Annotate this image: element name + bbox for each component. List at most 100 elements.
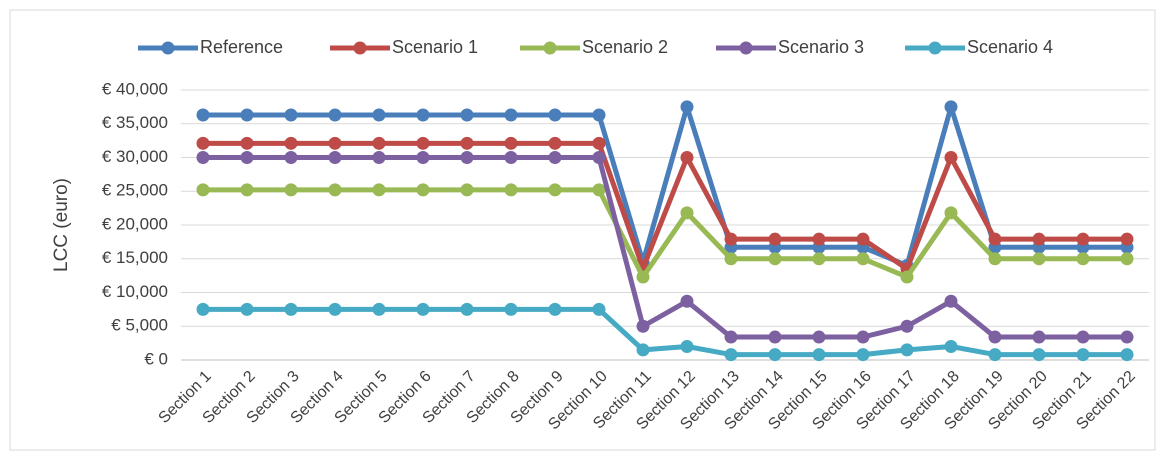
point bbox=[680, 294, 694, 308]
point bbox=[460, 151, 474, 164]
y-tick-label: € 5,000 bbox=[111, 316, 168, 335]
point bbox=[812, 252, 826, 266]
point bbox=[1120, 330, 1134, 344]
legend-marker bbox=[739, 41, 753, 55]
y-tick-label: € 20,000 bbox=[102, 214, 168, 233]
point bbox=[372, 183, 386, 197]
point bbox=[768, 252, 782, 266]
point bbox=[1032, 232, 1046, 246]
point bbox=[284, 151, 298, 164]
point bbox=[196, 302, 210, 316]
point bbox=[196, 108, 210, 122]
point bbox=[724, 330, 738, 344]
point bbox=[1076, 232, 1090, 246]
point bbox=[944, 294, 958, 308]
point bbox=[372, 151, 386, 164]
point bbox=[328, 183, 342, 197]
point bbox=[1076, 252, 1090, 266]
point bbox=[812, 232, 826, 246]
point bbox=[548, 108, 562, 122]
point bbox=[592, 151, 606, 164]
y-tick-label: € 15,000 bbox=[102, 248, 168, 267]
point bbox=[416, 183, 430, 197]
point bbox=[240, 136, 254, 150]
point bbox=[416, 302, 430, 316]
point bbox=[284, 183, 298, 197]
point bbox=[548, 183, 562, 197]
point bbox=[284, 108, 298, 122]
series-line bbox=[203, 140, 1127, 272]
point bbox=[768, 232, 782, 246]
series-line bbox=[203, 306, 1127, 358]
point bbox=[856, 330, 870, 344]
series-line bbox=[203, 104, 1127, 268]
point bbox=[856, 252, 870, 266]
point bbox=[460, 136, 474, 150]
series-line bbox=[203, 155, 1127, 340]
point bbox=[988, 330, 1002, 344]
legend-label: Scenario 3 bbox=[778, 37, 864, 57]
point bbox=[944, 151, 958, 164]
point bbox=[504, 136, 518, 150]
point bbox=[592, 302, 606, 316]
point bbox=[812, 330, 826, 344]
point bbox=[1120, 348, 1134, 362]
point bbox=[196, 151, 210, 164]
point bbox=[680, 206, 694, 220]
legend-label: Scenario 4 bbox=[967, 37, 1053, 57]
point bbox=[636, 343, 650, 357]
point bbox=[636, 319, 650, 333]
point bbox=[416, 136, 430, 150]
y-tick-label: € 40,000 bbox=[102, 79, 168, 98]
point bbox=[724, 252, 738, 266]
point bbox=[460, 302, 474, 316]
series-line bbox=[203, 187, 1127, 280]
point bbox=[1076, 348, 1090, 362]
point bbox=[1120, 232, 1134, 246]
point bbox=[284, 136, 298, 150]
point bbox=[900, 319, 914, 333]
point bbox=[1032, 252, 1046, 266]
point bbox=[592, 183, 606, 197]
point bbox=[988, 252, 1002, 266]
point bbox=[724, 348, 738, 362]
point bbox=[548, 302, 562, 316]
point bbox=[856, 348, 870, 362]
point bbox=[416, 151, 430, 164]
y-tick-label: € 25,000 bbox=[102, 181, 168, 200]
point bbox=[328, 108, 342, 122]
point bbox=[900, 343, 914, 357]
point bbox=[240, 108, 254, 122]
point bbox=[284, 302, 298, 316]
point bbox=[944, 340, 958, 353]
y-axis-label: LCC (euro) bbox=[51, 178, 72, 272]
point bbox=[944, 206, 958, 220]
point bbox=[768, 348, 782, 362]
point bbox=[680, 340, 694, 353]
legend-marker bbox=[353, 41, 367, 55]
point bbox=[988, 348, 1002, 362]
point bbox=[1032, 330, 1046, 344]
point bbox=[988, 232, 1002, 246]
point bbox=[680, 100, 694, 114]
point bbox=[636, 270, 650, 284]
point bbox=[1076, 330, 1090, 344]
point bbox=[944, 100, 958, 114]
point bbox=[372, 136, 386, 150]
legend-label: Scenario 2 bbox=[582, 37, 668, 57]
point bbox=[768, 330, 782, 344]
point bbox=[592, 136, 606, 150]
point bbox=[240, 302, 254, 316]
point bbox=[504, 183, 518, 197]
point bbox=[812, 348, 826, 362]
point bbox=[196, 183, 210, 197]
point bbox=[1032, 348, 1046, 362]
y-tick-label: € 30,000 bbox=[102, 147, 168, 166]
point bbox=[856, 232, 870, 246]
point bbox=[504, 151, 518, 164]
point bbox=[240, 151, 254, 164]
point bbox=[328, 151, 342, 164]
point bbox=[372, 108, 386, 122]
point bbox=[372, 302, 386, 316]
